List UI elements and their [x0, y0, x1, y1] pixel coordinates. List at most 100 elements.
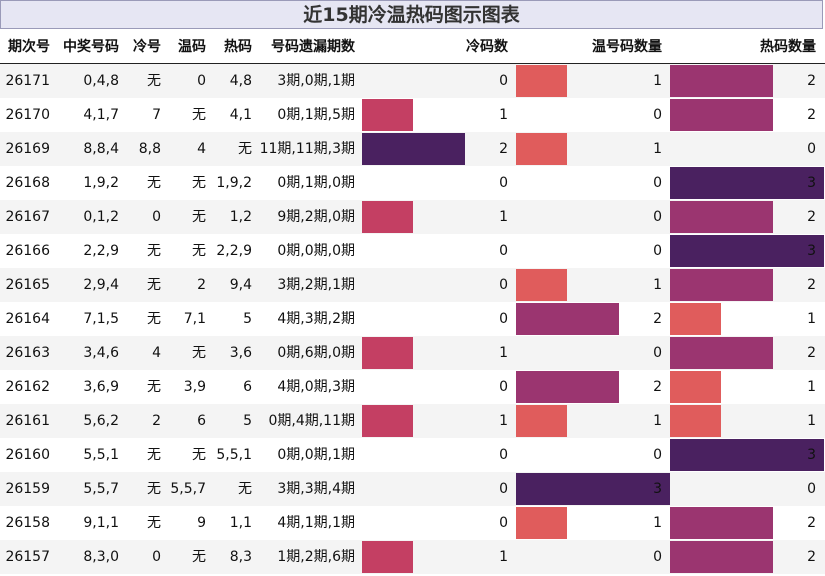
col-hot-cell: 1,2 [229, 209, 252, 225]
col-warm-count-label: 0 [653, 243, 662, 259]
col-cold-count-bar [362, 201, 413, 233]
col-hot-cell: 6 [243, 379, 252, 395]
col-hot-count-bar [670, 337, 773, 369]
col-cold-cell: 无 [147, 277, 161, 293]
col-warm-count-label: 0 [653, 175, 662, 191]
col-hot-count-label: 2 [807, 345, 816, 361]
col-warm-count-label: 1 [653, 141, 662, 157]
column-header: 冷码数 [466, 39, 508, 55]
col-hot-count-bar [670, 439, 824, 471]
col-numbers-cell: 1,9,2 [83, 175, 119, 191]
col-issue-cell: 26170 [5, 107, 50, 123]
col-warm-cell: 无 [192, 549, 206, 565]
col-warm-count-bar [516, 133, 567, 165]
col-cold-cell: 0 [152, 209, 161, 225]
col-miss-cell: 0期,0期,1期 [277, 447, 355, 463]
col-warm-cell: 5,5,7 [170, 481, 206, 497]
col-hot-count-label: 0 [807, 141, 816, 157]
col-cold-count-label: 1 [499, 107, 508, 123]
col-cold-count-label: 0 [499, 379, 508, 395]
col-warm-count-label: 0 [653, 447, 662, 463]
col-issue-cell: 26157 [5, 549, 50, 565]
col-warm-count-label: 1 [653, 277, 662, 293]
col-hot-count-label: 2 [807, 209, 816, 225]
table-row: 26164 7,1,5 无 7,1 5 4期,3期,2期 0 2 1 [0, 302, 825, 336]
col-warm-cell: 无 [192, 107, 206, 123]
table-row: 26169 8,8,4 8,8 4 无 11期,11期,3期 2 1 0 [0, 132, 825, 166]
col-cold-cell: 4 [152, 345, 161, 361]
col-numbers-cell: 3,4,6 [83, 345, 119, 361]
col-hot-cell: 5,5,1 [216, 447, 252, 463]
col-hot-count-label: 1 [807, 379, 816, 395]
col-cold-cell: 无 [147, 447, 161, 463]
col-warm-cell: 9 [197, 515, 206, 531]
chart-title: 近15期冷温热码图示图表 [0, 0, 823, 29]
col-cold-cell: 2 [152, 413, 161, 429]
col-hot-cell: 1,1 [229, 515, 252, 531]
col-warm-cell: 无 [192, 447, 206, 463]
col-miss-cell: 0期,1期,0期 [277, 175, 355, 191]
col-hot-count-bar [670, 303, 721, 335]
col-miss-cell: 9期,2期,0期 [277, 209, 355, 225]
column-header: 号码遗漏期数 [271, 39, 355, 55]
col-hot-count-bar [670, 201, 773, 233]
col-miss-cell: 0期,1期,5期 [277, 107, 355, 123]
col-hot-count-label: 2 [807, 107, 816, 123]
col-hot-count-bar [670, 235, 824, 267]
col-warm-cell: 2 [197, 277, 206, 293]
col-hot-count-label: 2 [807, 277, 816, 293]
col-numbers-cell: 5,6,2 [83, 413, 119, 429]
column-header: 中奖号码 [63, 39, 119, 55]
col-hot-count-bar [670, 65, 773, 97]
col-issue-cell: 26165 [5, 277, 50, 293]
col-cold-count-label: 1 [499, 345, 508, 361]
table-row: 26165 2,9,4 无 2 9,4 3期,2期,1期 0 1 2 [0, 268, 825, 302]
column-header: 温号码数量 [592, 39, 662, 55]
col-warm-cell: 无 [192, 175, 206, 191]
col-hot-cell: 4,1 [229, 107, 252, 123]
col-hot-cell: 5 [243, 413, 252, 429]
col-issue-cell: 26169 [5, 141, 50, 157]
col-issue-cell: 26161 [5, 413, 50, 429]
col-hot-cell: 3,6 [229, 345, 252, 361]
column-header: 冷号 [133, 39, 161, 55]
col-numbers-cell: 8,3,0 [83, 549, 119, 565]
col-cold-cell: 无 [147, 311, 161, 327]
col-cold-count-label: 2 [499, 141, 508, 157]
col-miss-cell: 1期,2期,6期 [277, 549, 355, 565]
col-warm-count-bar [516, 269, 567, 301]
col-hot-count-bar [670, 99, 773, 131]
col-cold-count-bar [362, 337, 413, 369]
col-cold-count-label: 0 [499, 243, 508, 259]
col-hot-cell: 无 [238, 481, 252, 497]
col-hot-count-label: 2 [807, 515, 816, 531]
col-warm-count-label: 0 [653, 549, 662, 565]
col-cold-count-label: 0 [499, 73, 508, 89]
col-cold-cell: 无 [147, 515, 161, 531]
col-hot-count-label: 2 [807, 549, 816, 565]
col-hot-count-label: 1 [807, 311, 816, 327]
col-hot-cell: 9,4 [229, 277, 252, 293]
table-row: 26166 2,2,9 无 无 2,2,9 0期,0期,0期 0 0 3 [0, 234, 825, 268]
col-hot-cell: 2,2,9 [216, 243, 252, 259]
col-cold-count-bar [362, 541, 413, 573]
col-warm-cell: 无 [192, 345, 206, 361]
col-numbers-cell: 3,6,9 [83, 379, 119, 395]
col-warm-count-bar [516, 303, 619, 335]
col-miss-cell: 11期,11期,3期 [259, 141, 355, 157]
col-cold-cell: 无 [147, 379, 161, 395]
col-warm-count-label: 0 [653, 209, 662, 225]
col-cold-count-label: 0 [499, 515, 508, 531]
col-hot-cell: 无 [238, 141, 252, 157]
col-warm-count-label: 0 [653, 345, 662, 361]
col-warm-count-bar [516, 405, 567, 437]
col-cold-count-label: 1 [499, 413, 508, 429]
col-hot-count-bar [670, 405, 721, 437]
col-hot-count-bar [670, 269, 773, 301]
col-hot-count-bar [670, 507, 773, 539]
col-cold-cell: 无 [147, 481, 161, 497]
column-header: 热码数量 [760, 39, 816, 55]
col-warm-count-label: 1 [653, 515, 662, 531]
col-cold-cell: 无 [147, 73, 161, 89]
col-cold-cell: 8,8 [138, 141, 161, 157]
